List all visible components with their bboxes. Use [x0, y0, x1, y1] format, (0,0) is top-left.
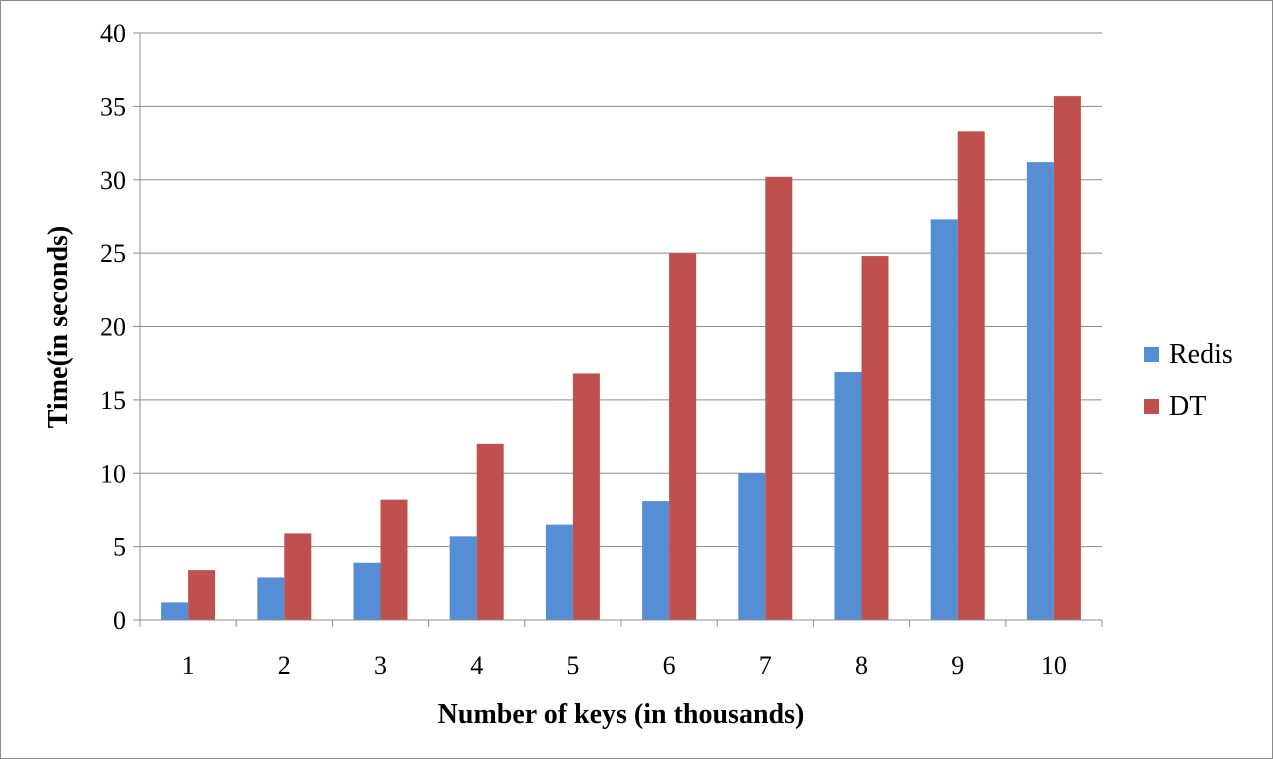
y-tick-label: 40 [100, 19, 126, 48]
y-tick-label: 5 [113, 533, 126, 562]
bar-redis-7 [738, 473, 766, 620]
legend-label-dt: DT [1169, 391, 1206, 422]
bar-dt-3 [380, 499, 408, 620]
bar-dt-2 [284, 533, 312, 620]
legend: Redis DT [1144, 339, 1233, 422]
bar-dt-7 [765, 176, 793, 620]
x-tick-label: 2 [278, 651, 291, 680]
axes [133, 32, 1103, 627]
bar-dt-8 [861, 256, 889, 620]
y-tick-label: 0 [113, 606, 126, 635]
bar-dt-5 [572, 373, 600, 620]
gridlines [140, 32, 1102, 548]
y-tick-label: 35 [100, 92, 126, 121]
bar-redis-8 [834, 371, 862, 620]
x-tick-label: 9 [951, 651, 964, 680]
bar-redis-10 [1026, 162, 1054, 620]
bar-dt-4 [476, 443, 504, 620]
y-tick-label: 15 [100, 386, 126, 415]
bar-dt-1 [188, 570, 216, 620]
legend-label-redis: Redis [1169, 339, 1233, 370]
x-tick-label: 8 [855, 651, 868, 680]
y-tick-label: 10 [100, 459, 126, 488]
x-tick-label: 4 [470, 651, 483, 680]
bar-redis-3 [353, 562, 381, 620]
bar-redis-6 [642, 501, 670, 620]
y-tick-label: 25 [100, 239, 126, 268]
bar-redis-2 [257, 577, 285, 620]
bar-redis-4 [449, 536, 477, 620]
x-tick-label: 3 [374, 651, 387, 680]
x-tick-label: 7 [759, 651, 772, 680]
legend-swatch-dt [1144, 399, 1159, 414]
bars [161, 96, 1081, 621]
y-tick-label: 20 [100, 313, 126, 342]
x-tick-label: 10 [1041, 651, 1067, 680]
bar-dt-9 [957, 131, 985, 620]
bar-dt-6 [669, 253, 697, 620]
x-tick-label: 6 [663, 651, 676, 680]
y-axis-title: Time(in seconds) [43, 226, 74, 429]
x-axis-title: Number of keys (in thousands) [438, 699, 805, 730]
bar-redis-9 [930, 219, 958, 620]
bar-redis-1 [161, 602, 189, 620]
y-tick-labels: 0 5 10 15 20 25 30 35 40 [100, 19, 126, 635]
x-tick-label: 1 [182, 651, 195, 680]
x-tick-labels: 1 2 3 4 5 6 7 8 9 10 [182, 651, 1067, 680]
legend-swatch-redis [1144, 347, 1159, 362]
x-tick-label: 5 [566, 651, 579, 680]
bar-dt-10 [1053, 96, 1081, 621]
bar-redis-5 [545, 524, 573, 620]
y-tick-label: 30 [100, 166, 126, 195]
